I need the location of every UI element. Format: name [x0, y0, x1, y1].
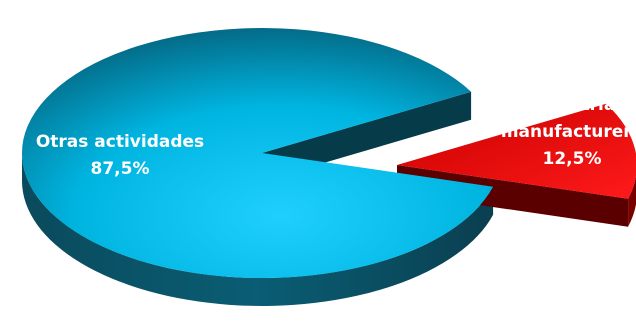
slice-industria-cut-side [397, 165, 629, 227]
label-industria-name-1: Industria [529, 95, 616, 115]
slice-otras-side [22, 153, 494, 306]
label-industria-value: 12,5% [543, 149, 602, 169]
label-otras-value: 87,5% [91, 159, 150, 179]
label-otras-name: Otras actividades [36, 132, 204, 152]
slice-industria-side [628, 176, 636, 227]
slice-otras-actividades [21, 28, 494, 279]
slice-otras-cut-side [262, 91, 472, 181]
slice-industria-manufacturera [397, 103, 636, 199]
label-industria-name-2: manufacturera [501, 122, 636, 142]
